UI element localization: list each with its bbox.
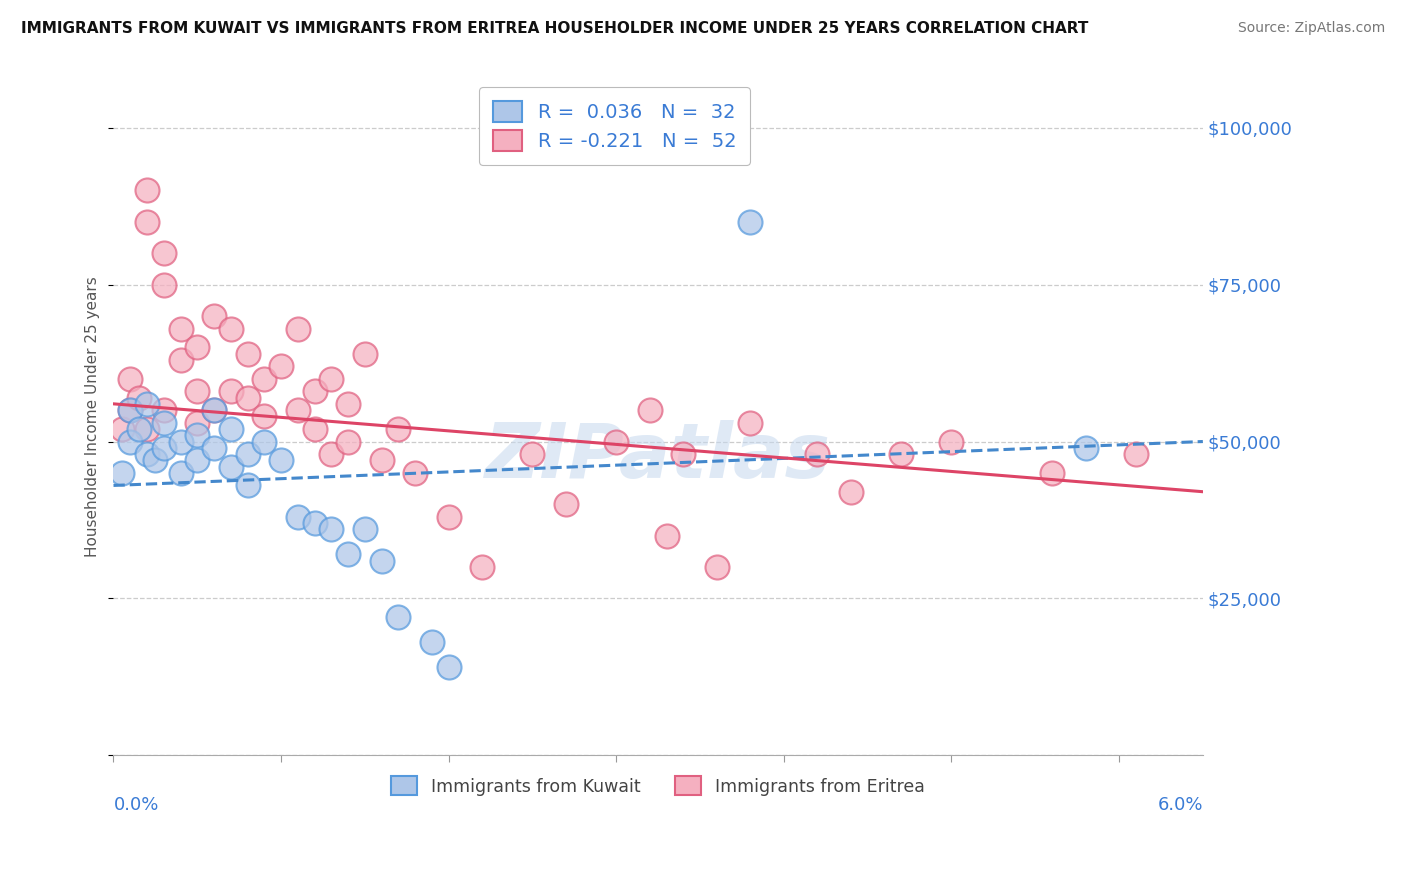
Point: [404, 466, 426, 480]
Point: [437, 660, 460, 674]
Point: [304, 516, 326, 530]
Point: [169, 352, 191, 367]
Point: [806, 447, 828, 461]
Point: [186, 340, 208, 354]
Point: [136, 447, 159, 461]
Point: [145, 453, 167, 467]
Point: [1125, 447, 1147, 461]
Point: [354, 346, 377, 360]
Point: [321, 522, 343, 536]
Point: [236, 391, 259, 405]
Point: [655, 529, 678, 543]
Text: Source: ZipAtlas.com: Source: ZipAtlas.com: [1237, 21, 1385, 35]
Point: [321, 372, 343, 386]
Point: [152, 277, 174, 292]
Point: [740, 416, 762, 430]
Point: [152, 416, 174, 430]
Point: [219, 384, 242, 399]
Point: [202, 403, 225, 417]
Point: [186, 416, 208, 430]
Point: [111, 422, 134, 436]
Point: [287, 509, 309, 524]
Point: [287, 403, 309, 417]
Point: [555, 497, 578, 511]
Point: [152, 246, 174, 260]
Point: [128, 422, 150, 436]
Point: [370, 453, 392, 467]
Point: [270, 359, 292, 374]
Point: [169, 434, 191, 449]
Text: 0.0%: 0.0%: [114, 796, 159, 814]
Text: IMMIGRANTS FROM KUWAIT VS IMMIGRANTS FROM ERITREA HOUSEHOLDER INCOME UNDER 25 YE: IMMIGRANTS FROM KUWAIT VS IMMIGRANTS FRO…: [21, 21, 1088, 36]
Point: [304, 384, 326, 399]
Point: [253, 409, 276, 424]
Point: [287, 321, 309, 335]
Point: [236, 478, 259, 492]
Point: [890, 447, 912, 461]
Point: [337, 397, 360, 411]
Point: [236, 346, 259, 360]
Point: [128, 391, 150, 405]
Point: [672, 447, 695, 461]
Point: [136, 422, 159, 436]
Point: [186, 428, 208, 442]
Point: [437, 509, 460, 524]
Point: [219, 422, 242, 436]
Point: [152, 403, 174, 417]
Point: [304, 422, 326, 436]
Point: [202, 309, 225, 323]
Point: [169, 466, 191, 480]
Point: [1040, 466, 1063, 480]
Point: [354, 522, 377, 536]
Text: ZIPatlas: ZIPatlas: [485, 420, 831, 494]
Point: [740, 215, 762, 229]
Point: [321, 447, 343, 461]
Point: [522, 447, 544, 461]
Y-axis label: Householder Income Under 25 years: Householder Income Under 25 years: [86, 276, 100, 557]
Point: [387, 422, 409, 436]
Point: [605, 434, 627, 449]
Point: [941, 434, 963, 449]
Point: [253, 372, 276, 386]
Point: [120, 372, 142, 386]
Point: [120, 403, 142, 417]
Point: [169, 321, 191, 335]
Point: [236, 447, 259, 461]
Text: 6.0%: 6.0%: [1157, 796, 1204, 814]
Point: [337, 548, 360, 562]
Point: [270, 453, 292, 467]
Point: [253, 434, 276, 449]
Point: [136, 183, 159, 197]
Point: [387, 610, 409, 624]
Point: [370, 554, 392, 568]
Point: [420, 635, 443, 649]
Point: [202, 403, 225, 417]
Point: [186, 453, 208, 467]
Point: [202, 441, 225, 455]
Point: [136, 397, 159, 411]
Legend: Immigrants from Kuwait, Immigrants from Eritrea: Immigrants from Kuwait, Immigrants from …: [382, 768, 934, 805]
Point: [136, 215, 159, 229]
Point: [152, 441, 174, 455]
Point: [471, 560, 494, 574]
Point: [120, 403, 142, 417]
Point: [186, 384, 208, 399]
Point: [1074, 441, 1097, 455]
Point: [337, 434, 360, 449]
Point: [706, 560, 728, 574]
Point: [638, 403, 661, 417]
Point: [839, 484, 862, 499]
Point: [111, 466, 134, 480]
Point: [219, 459, 242, 474]
Point: [120, 434, 142, 449]
Point: [219, 321, 242, 335]
